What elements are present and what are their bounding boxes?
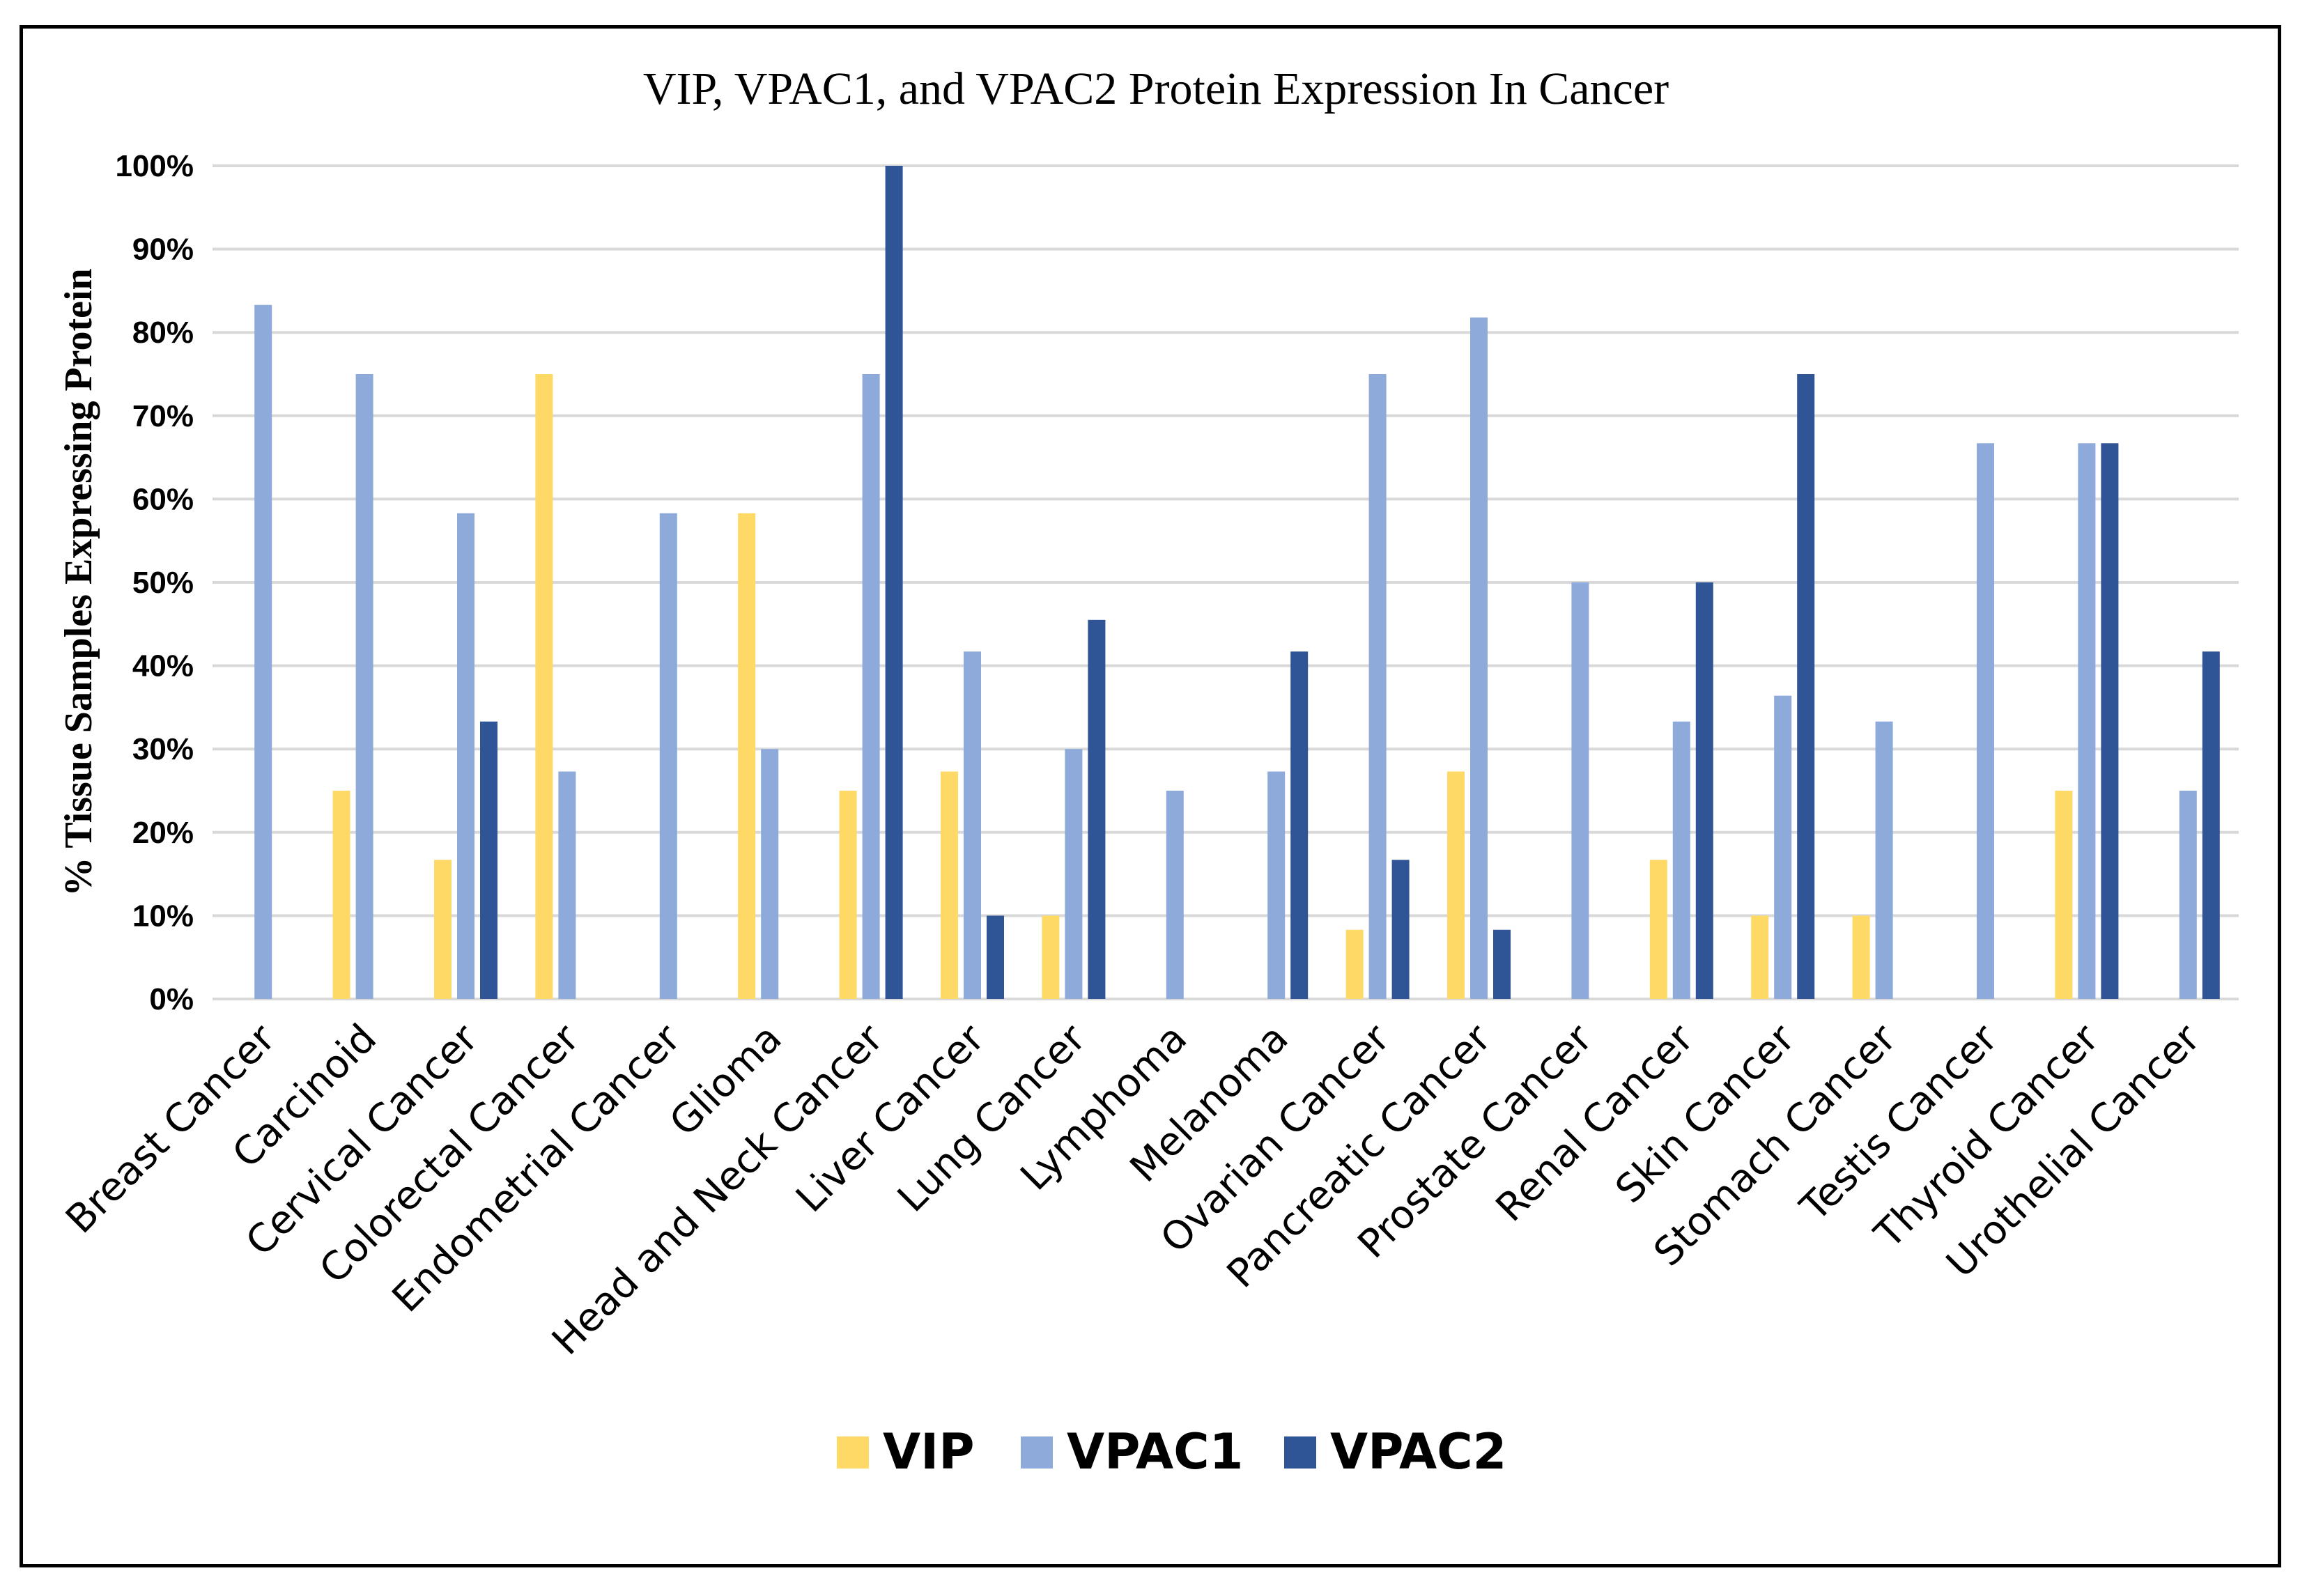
bar-vip-stomach-cancer [1852,915,1870,999]
bar-vpac1-cervical-cancer [457,513,474,999]
legend: VIP VPAC1 VPAC2 [837,1423,1506,1480]
bar-vip-pancreatic-cancer [1447,771,1465,999]
bar-vpac1-melanoma [1267,771,1286,999]
bar-vpac2-skin-cancer [1797,374,1815,999]
bar-vpac1-stomach-cancer [1875,721,1893,999]
bar-vpac1-pancreatic-cancer [1470,317,1488,999]
bar-vpac1-ovarian-cancer [1368,374,1387,999]
bar-vip-head-and-neck-cancer [839,791,857,999]
y-tick-label: 80% [132,316,194,350]
bar-vpac2-cervical-cancer [480,721,497,999]
y-tick-label: 0% [149,982,194,1016]
y-tick-label: 90% [132,233,194,267]
y-tick-label: 20% [132,816,194,850]
bar-vpac1-prostate-cancer [1571,582,1589,999]
y-tick-label: 40% [132,649,194,683]
bar-vpac1-carcinoid [355,374,373,999]
y-tick-label: 60% [132,482,194,516]
bar-vip-liver-cancer [941,771,958,999]
bar-vpac2-liver-cancer [987,915,1004,999]
bar-vpac1-renal-cancer [1672,721,1690,999]
bar-vpac2-thyroid-cancer [2101,443,2119,999]
bar-vip-skin-cancer [1751,915,1769,999]
bar-vpac1-testis-cancer [1977,443,1994,999]
bar-vip-glioma [738,513,756,999]
bar-vip-ovarian-cancer [1345,929,1364,999]
bar-vpac1-endometrial-cancer [659,513,677,999]
bar-vip-thyroid-cancer [2055,791,2073,999]
bar-vpac2-renal-cancer [1695,582,1713,999]
bar-vip-colorectal-cancer [535,374,553,999]
chart-svg: VIP, VPAC1, and VPAC2 Protein Expression… [57,63,2239,1480]
bar-vip-lung-cancer [1042,915,1060,999]
y-tick-label: 70% [132,399,194,433]
legend-label-vpac1: VPAC1 [1067,1423,1243,1480]
chart-title: VIP, VPAC1, and VPAC2 Protein Expression… [643,63,1669,114]
legend-swatch-vip [837,1436,869,1469]
bar-vpac1-lymphoma [1166,791,1184,999]
bar-vpac1-breast-cancer [254,304,272,999]
legend-label-vip: VIP [883,1423,975,1480]
bar-vpac1-colorectal-cancer [558,771,576,999]
legend-swatch-vpac2 [1284,1436,1316,1469]
chart-frame: VIP, VPAC1, and VPAC2 Protein Expression… [20,25,2281,1567]
bar-vpac2-urothelial-cancer [2202,651,2220,999]
bar-vpac1-thyroid-cancer [2078,443,2096,999]
y-axis-label: % Tissue Samples Expressing Protein [57,268,100,896]
gridlines [213,164,2239,1000]
bar-vpac1-skin-cancer [1774,695,1792,999]
y-tick-label: 50% [132,566,194,600]
bars [254,166,2220,999]
bar-vip-carcinoid [332,791,350,999]
bar-vpac2-melanoma [1290,651,1309,999]
y-axis-ticks: 0% 10% 20% 30% 40% 50% 60% 70% 80% 90% 100% [115,149,194,1016]
y-tick-label: 100% [115,149,194,183]
legend-swatch-vpac1 [1021,1436,1053,1469]
bar-vip-renal-cancer [1649,860,1667,999]
bar-vpac2-ovarian-cancer [1391,860,1410,999]
bar-vpac1-urothelial-cancer [2179,791,2197,999]
bar-vpac1-lung-cancer [1065,749,1083,999]
bar-vpac2-lung-cancer [1088,619,1106,999]
bar-vpac2-head-and-neck-cancer [885,166,903,999]
bar-vpac2-pancreatic-cancer [1493,929,1511,999]
y-tick-label: 10% [132,899,194,933]
bar-vip-cervical-cancer [434,860,452,999]
bar-vpac1-head-and-neck-cancer [862,374,880,999]
y-tick-label: 30% [132,732,194,766]
bar-vpac1-liver-cancer [964,651,981,999]
bar-vpac1-glioma [761,749,779,999]
legend-label-vpac2: VPAC2 [1330,1423,1506,1480]
